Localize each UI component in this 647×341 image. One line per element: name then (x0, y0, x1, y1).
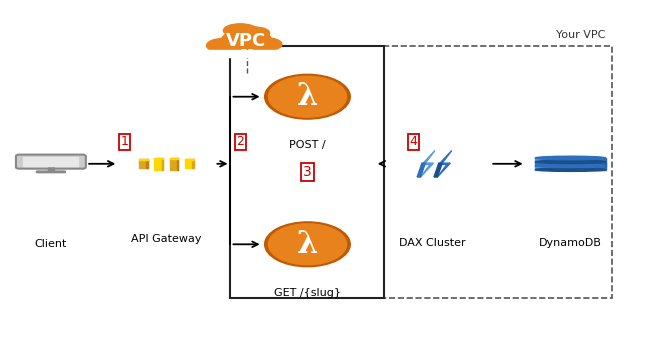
FancyBboxPatch shape (16, 154, 86, 169)
Ellipse shape (535, 164, 606, 167)
Polygon shape (595, 158, 606, 169)
Polygon shape (417, 163, 425, 177)
Ellipse shape (222, 30, 271, 48)
FancyBboxPatch shape (36, 170, 66, 173)
Ellipse shape (269, 224, 347, 265)
Ellipse shape (535, 160, 606, 164)
Text: Your VPC: Your VPC (556, 30, 606, 40)
Text: API Gateway: API Gateway (131, 234, 202, 244)
Bar (177, 158, 178, 170)
Text: λ: λ (297, 229, 318, 260)
Ellipse shape (265, 222, 350, 267)
Bar (48, 167, 54, 172)
Bar (155, 158, 163, 170)
Ellipse shape (206, 38, 243, 53)
Text: Client: Client (35, 239, 67, 249)
Bar (535, 166, 606, 169)
Bar (139, 159, 148, 160)
Bar (185, 159, 193, 168)
Bar (170, 158, 178, 159)
Text: DAX Cluster: DAX Cluster (399, 238, 466, 248)
Polygon shape (421, 150, 435, 177)
Text: GET /{slug}: GET /{slug} (274, 288, 341, 298)
Ellipse shape (248, 38, 282, 51)
Text: 3: 3 (303, 165, 312, 179)
Text: λ: λ (297, 81, 318, 112)
Polygon shape (434, 163, 442, 177)
Ellipse shape (223, 24, 258, 37)
Text: VPC: VPC (226, 32, 267, 50)
Bar (162, 158, 163, 170)
Bar (155, 158, 163, 159)
Bar (170, 158, 178, 170)
Ellipse shape (239, 27, 270, 39)
Ellipse shape (265, 74, 350, 119)
Bar (230, 46, 384, 298)
Polygon shape (437, 150, 452, 177)
Text: 1: 1 (121, 135, 129, 148)
Ellipse shape (269, 76, 347, 117)
Bar (535, 162, 606, 166)
Text: DynamoDB: DynamoDB (539, 238, 602, 248)
Bar (146, 159, 148, 168)
Bar (139, 159, 148, 168)
Ellipse shape (535, 168, 606, 172)
Bar (23, 158, 78, 166)
Ellipse shape (535, 156, 606, 160)
Bar (205, 49, 288, 57)
Bar (230, 46, 612, 298)
Bar (192, 159, 193, 168)
Bar (535, 158, 606, 162)
Bar (185, 159, 193, 160)
Text: 4: 4 (410, 135, 417, 148)
Text: 2: 2 (236, 135, 244, 148)
Text: POST /: POST / (289, 140, 326, 150)
